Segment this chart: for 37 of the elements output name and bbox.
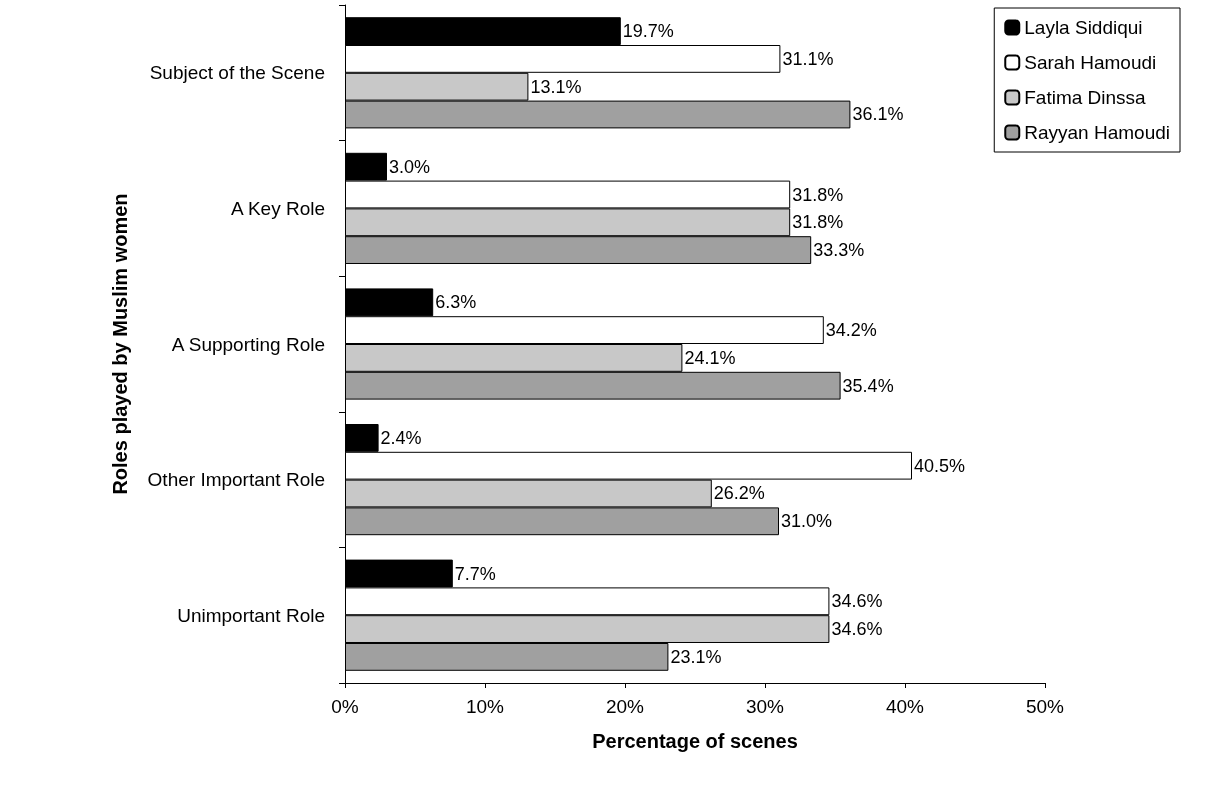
legend-label: Rayyan Hamoudi [1024, 122, 1171, 143]
data-label: 31.8% [792, 184, 844, 205]
data-label: 34.2% [825, 320, 877, 341]
y-tick-label: A Key Role [231, 197, 325, 219]
x-tick-label: 40% [885, 696, 925, 717]
data-label: 35.4% [842, 375, 894, 396]
x-tick-label: 20% [605, 696, 645, 717]
y-axis-title: Roles played by Muslim women [109, 193, 131, 495]
data-label: 19.7% [622, 21, 674, 42]
data-label: 26.2% [713, 483, 765, 504]
data-label: 23.1% [670, 646, 722, 667]
data-label: 6.3% [435, 292, 477, 313]
data-label: 31.0% [781, 511, 833, 532]
data-label: 36.1% [852, 104, 904, 125]
y-tick-label: Subject of the Scene [149, 62, 325, 84]
legend-label: Sarah Hamoudi [1024, 52, 1157, 73]
data-label: 7.7% [454, 563, 496, 584]
x-tick-label: 0% [331, 696, 359, 717]
legend-label: Layla Siddiqui [1024, 17, 1143, 38]
data-label: 13.1% [530, 76, 582, 97]
data-label: 31.1% [782, 48, 834, 69]
data-label: 34.6% [831, 619, 883, 640]
data-label: 40.5% [914, 455, 966, 476]
data-label: 2.4% [380, 427, 422, 448]
y-tick-label: A Supporting Role [171, 333, 325, 355]
x-tick-label: 10% [465, 696, 505, 717]
y-tick-label: Unimportant Role [177, 604, 325, 626]
x-tick-label: 50% [1025, 696, 1065, 717]
y-tick-label: Other Important Role [147, 469, 325, 491]
data-label: 31.8% [792, 212, 844, 233]
data-label: 24.1% [684, 347, 736, 368]
data-label: 34.6% [831, 591, 883, 612]
data-label: 33.3% [813, 240, 865, 261]
legend-label: Fatima Dinssa [1024, 87, 1147, 108]
data-label: 3.0% [389, 156, 431, 177]
x-axis-title: Percentage of scenes [592, 730, 798, 752]
x-tick-label: 30% [745, 696, 785, 717]
